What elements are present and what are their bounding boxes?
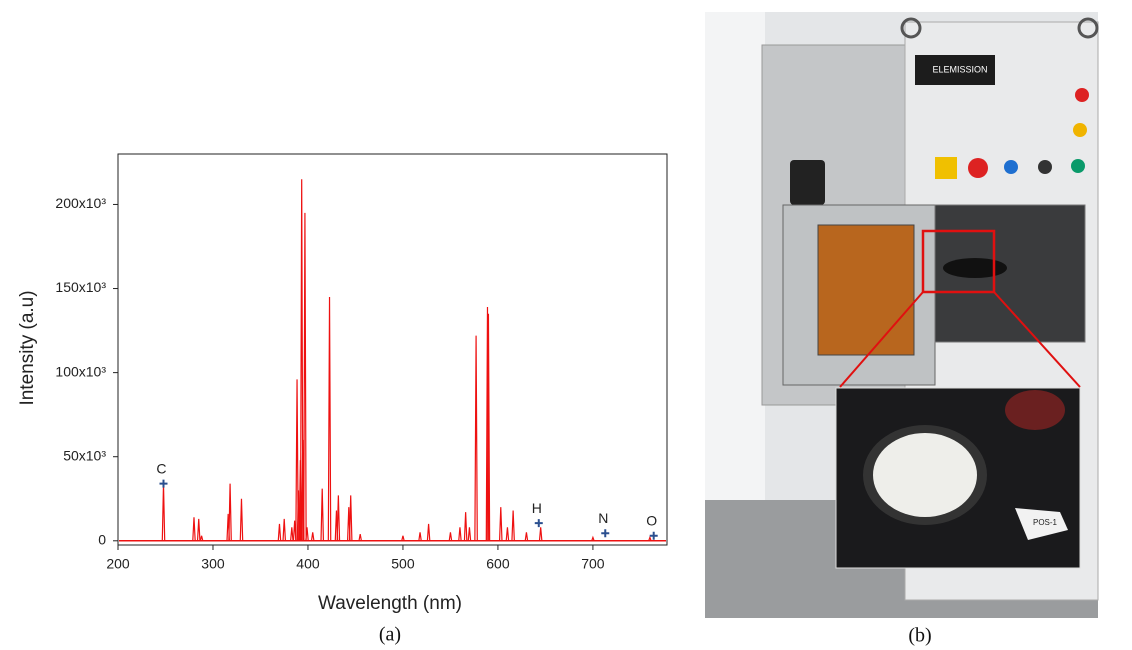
window xyxy=(817,224,915,356)
zoom-box xyxy=(921,229,996,294)
button xyxy=(1004,160,1018,174)
y-axis-title: Intensity (a.u) xyxy=(17,290,38,405)
spectral-peak xyxy=(320,488,325,541)
stage xyxy=(943,258,1007,278)
caption: (b) xyxy=(908,625,931,647)
tag xyxy=(1015,508,1068,540)
x-axis-title: Wavelength (nm) xyxy=(318,593,462,614)
annotation: N xyxy=(598,510,608,526)
spectral-peak xyxy=(348,495,353,541)
y-tick-label: 150x10³ xyxy=(55,279,106,295)
x-tick-label: 500 xyxy=(391,556,415,572)
x-tick-label: 200 xyxy=(106,556,130,572)
x-tick-label: 400 xyxy=(296,556,320,572)
inset-frame xyxy=(835,387,1081,569)
spectral-peak xyxy=(196,518,201,541)
sample-disk xyxy=(873,433,977,517)
y-tick-label: 100x10³ xyxy=(55,363,106,379)
spectral-peak xyxy=(192,517,196,541)
spectral-peak xyxy=(474,335,478,541)
annotation: H xyxy=(532,500,542,516)
button xyxy=(1073,123,1087,137)
spectral-peak xyxy=(498,507,503,541)
annotation: C xyxy=(156,460,166,476)
marker xyxy=(601,529,610,538)
photo: ELEMISSION POS-1 xyxy=(705,12,1099,618)
zoom-line xyxy=(993,291,1081,388)
caption: (a) xyxy=(379,624,401,646)
spectral-peak xyxy=(303,212,307,541)
switch xyxy=(935,157,957,179)
marker xyxy=(649,531,658,540)
y-tick-label: 50x10³ xyxy=(63,447,106,463)
button xyxy=(1038,160,1052,174)
spectral-peak xyxy=(295,379,299,541)
spectral-peak xyxy=(239,498,244,541)
x-tick-label: 300 xyxy=(201,556,225,572)
spectral-peak xyxy=(401,535,405,541)
spectral-peak xyxy=(511,510,515,541)
spectral-peak xyxy=(310,532,315,541)
marker xyxy=(534,519,543,528)
spectral-peak xyxy=(228,483,232,541)
spectral-peak xyxy=(538,527,543,541)
spectral-peak xyxy=(336,495,341,541)
spectral-peak xyxy=(418,532,422,541)
spectral-peak xyxy=(358,533,362,541)
annotation: O xyxy=(646,512,657,528)
zoom-line xyxy=(839,291,924,388)
ring xyxy=(900,17,922,39)
logo-plate xyxy=(915,55,995,85)
spectral-peak xyxy=(486,313,491,541)
plot-frame xyxy=(117,153,668,546)
spectral-peak xyxy=(299,179,304,541)
spectral-peak xyxy=(505,527,510,541)
marker xyxy=(159,479,168,488)
button xyxy=(1075,88,1089,102)
spectral-peak xyxy=(161,483,166,541)
spectral-peak xyxy=(199,535,204,541)
ring xyxy=(1077,17,1099,39)
spectral-peak xyxy=(290,527,294,541)
spectral-peak xyxy=(327,296,332,541)
y-tick-label: 200x10³ xyxy=(55,195,106,211)
spectral-peak xyxy=(426,523,431,541)
spectral-peak xyxy=(591,535,595,541)
brand: ELEMISSION xyxy=(932,64,987,74)
spectral-peak xyxy=(458,527,462,541)
button xyxy=(968,158,988,178)
spectral-peak xyxy=(282,518,287,541)
spectral-peak xyxy=(648,535,652,541)
button xyxy=(1071,159,1085,173)
spectral-peak xyxy=(467,527,472,541)
spectral-peak xyxy=(305,527,309,541)
spectral-peak xyxy=(463,512,468,541)
x-tick-label: 700 xyxy=(581,556,605,572)
handle xyxy=(790,160,825,205)
spectral-peak xyxy=(485,307,490,541)
spectral-peak xyxy=(524,532,529,541)
x-tick-label: 600 xyxy=(486,556,510,572)
spectral-peak xyxy=(448,532,453,541)
tag-text: POS-1 xyxy=(1033,518,1058,527)
y-tick-label: 0 xyxy=(98,531,106,547)
spectral-peak xyxy=(277,523,282,541)
well xyxy=(1005,390,1065,430)
